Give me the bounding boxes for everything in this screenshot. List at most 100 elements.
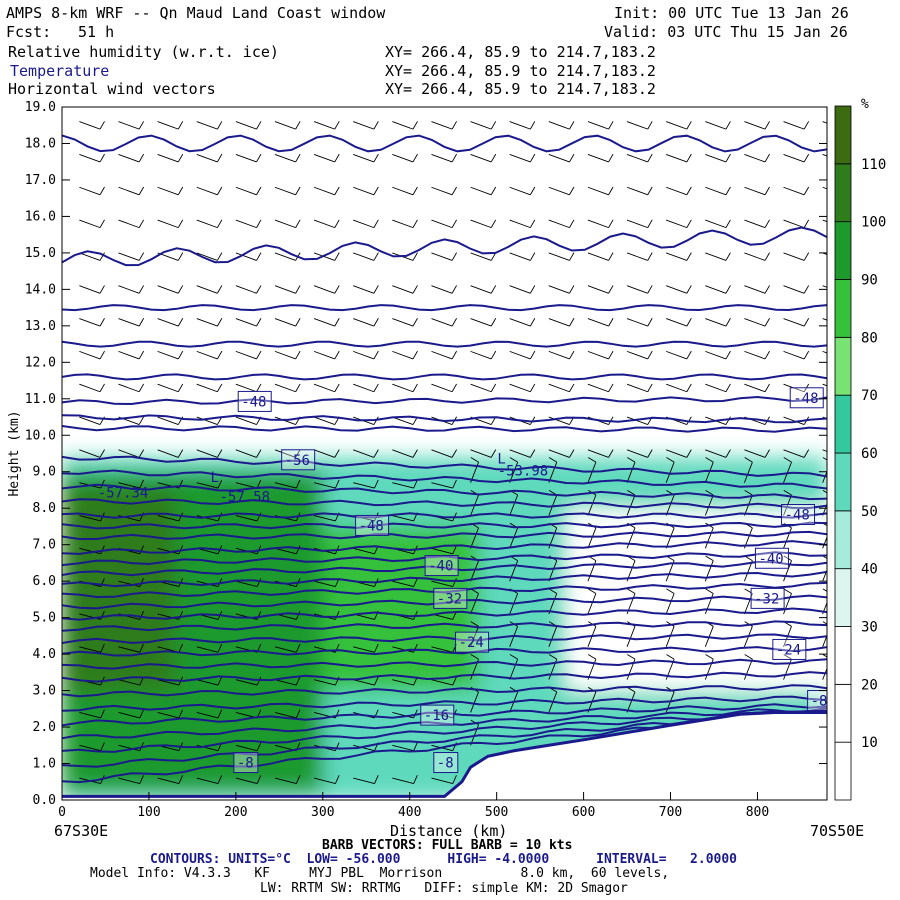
- wind-barb: [744, 153, 766, 163]
- wind-barb-feather: [177, 350, 184, 360]
- wind-barb: [548, 560, 558, 582]
- wind-barb: [196, 121, 218, 130]
- forecast-label: Fcst:: [6, 23, 52, 41]
- wind-barb-feather: [452, 545, 457, 554]
- contour-label-box: [750, 587, 785, 609]
- wind-barb: [470, 153, 492, 163]
- rh-field: -48 -48 -56 -53.98 -57.34 -57.58 -48 -48 -40 -40 -…: [62, 121, 827, 800]
- wind-barb: [196, 547, 219, 555]
- wind-barb-feather: [256, 186, 262, 196]
- wind-barb: [431, 186, 453, 196]
- x-tick-label: 0: [58, 805, 66, 820]
- wind-barb: [235, 219, 257, 229]
- wind-barb: [431, 547, 453, 555]
- wind-barb: [392, 646, 414, 653]
- wind-barb: [509, 494, 519, 516]
- wind-barb: [431, 646, 453, 653]
- wind-barb: [744, 383, 766, 393]
- wind-barb: [313, 186, 335, 196]
- wind-barb: [705, 219, 727, 229]
- wind-barb: [666, 121, 687, 130]
- wind-barb-feather: [334, 219, 340, 228]
- wind-barb: [744, 350, 766, 360]
- wind-barb-feather: [803, 318, 810, 327]
- right-location: 70S50E: [810, 822, 865, 840]
- y-tick-label: 11.0: [25, 392, 56, 407]
- wind-barb: [626, 416, 648, 425]
- wind-barb: [118, 679, 140, 686]
- temperature-contour: [62, 671, 827, 683]
- wind-barb: [313, 482, 336, 489]
- wind-barb: [79, 285, 101, 294]
- wind-barb: [431, 318, 453, 327]
- wind-barb-feather: [548, 654, 558, 660]
- wind-barb: [353, 121, 375, 130]
- wind-barb-feather: [217, 383, 223, 392]
- wind-barb: [470, 560, 479, 582]
- wind-barb-feather: [99, 350, 105, 360]
- wind-barb: [79, 383, 101, 393]
- wind-barb: [392, 744, 414, 752]
- wind-barb: [587, 285, 609, 294]
- colorbar-segment: [834, 683, 852, 743]
- wind-barb-feather: [725, 121, 731, 130]
- wind-barb-feather: [569, 350, 575, 360]
- contour-label: -48: [241, 394, 266, 410]
- contour-label: -40: [758, 551, 783, 567]
- wind-barb-feather: [608, 121, 614, 130]
- x-tick-label: 100: [137, 805, 160, 820]
- wind-barb: [626, 383, 648, 393]
- wind-barb: [196, 219, 218, 229]
- wind-barb-feather: [686, 449, 692, 458]
- y-axis-title: Height (km): [7, 410, 22, 496]
- wind-barb: [118, 186, 140, 196]
- wind-barb: [431, 219, 453, 229]
- wind-barb: [274, 318, 296, 327]
- wind-barb: [431, 679, 453, 686]
- temperature-contour: [62, 483, 827, 501]
- wind-barbs: [79, 121, 827, 784]
- wind-barb-feather: [725, 285, 731, 294]
- wind-barb: [235, 153, 257, 163]
- wind-barb-feather: [335, 479, 340, 489]
- wind-barb-feather: [413, 479, 418, 489]
- field-xy-temperature: XY= 266.4, 85.9 to 214.7,183.2: [385, 62, 656, 80]
- contour-label: -32: [437, 591, 462, 607]
- temperature-contour: [62, 633, 827, 644]
- wind-barb-feather: [529, 350, 536, 360]
- wind-barb-feather: [295, 350, 301, 360]
- wind-barb-feather: [451, 318, 457, 327]
- wind-barb-feather: [335, 742, 340, 751]
- wind-barb-feather: [686, 252, 692, 261]
- x-tick-label: 300: [311, 805, 334, 820]
- contour-label-box: [772, 638, 807, 660]
- wind-barb: [470, 121, 492, 130]
- wind-barb-feather: [803, 449, 810, 458]
- forecast-hour: 51 h: [78, 23, 115, 41]
- contour-label: -56: [285, 453, 310, 469]
- wind-barb: [470, 626, 479, 647]
- wind-barb: [157, 777, 180, 784]
- wind-barb: [353, 186, 375, 196]
- wind-barb-feather: [764, 252, 770, 261]
- wind-barb-feather: [452, 775, 457, 784]
- wind-barb: [118, 153, 140, 163]
- wind-barb: [157, 515, 180, 522]
- wind-barb: [118, 350, 140, 360]
- wind-barb: [783, 153, 805, 163]
- wind-barb-feather: [490, 318, 497, 327]
- wind-barb: [744, 219, 766, 229]
- wind-barb-feather: [686, 350, 692, 360]
- wind-barb: [744, 449, 766, 458]
- wind-barb: [509, 219, 531, 229]
- wind-barb: [274, 777, 297, 784]
- colorbar-label: 60: [861, 446, 878, 462]
- wind-barb-feather: [764, 318, 770, 327]
- wind-barb: [353, 350, 375, 360]
- wind-barb-feather: [647, 121, 653, 130]
- wind-barb: [548, 285, 570, 294]
- wind-barb: [196, 350, 218, 360]
- wind-barb-feather: [178, 775, 184, 784]
- wind-barb: [509, 350, 531, 360]
- wind-barb-feather: [686, 383, 692, 392]
